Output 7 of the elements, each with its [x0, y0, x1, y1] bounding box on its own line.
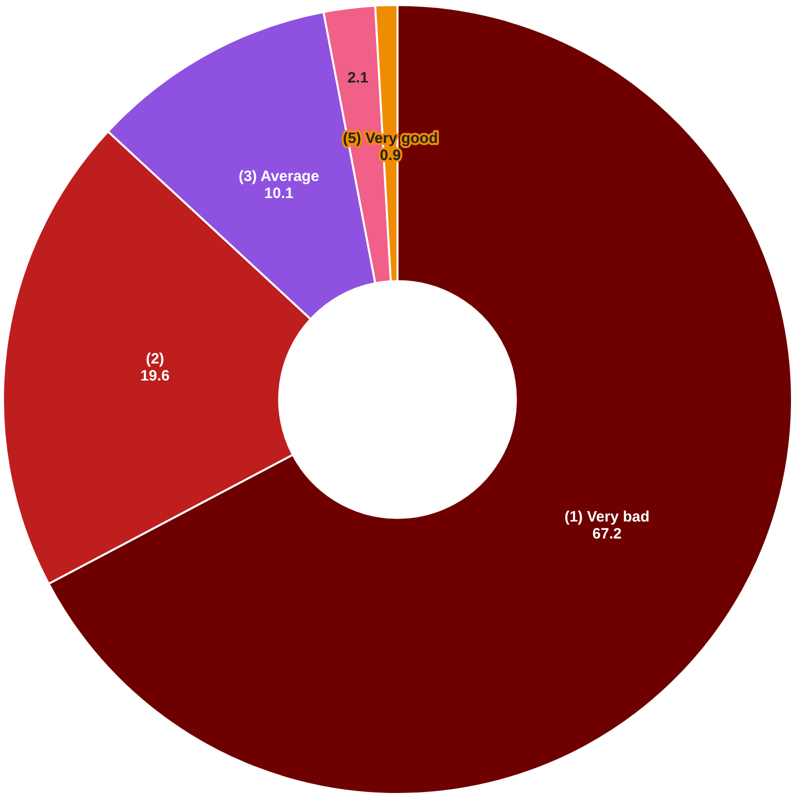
- slice-label: (3) Average: [238, 168, 320, 186]
- slice-label: (2): [146, 350, 164, 368]
- data-label: 2.1: [347, 70, 368, 87]
- slice-label: (1) Very bad: [564, 508, 650, 526]
- data-label: 67.2: [592, 525, 622, 542]
- data-label: 10.1: [264, 185, 294, 202]
- data-label: 19.6: [140, 367, 170, 384]
